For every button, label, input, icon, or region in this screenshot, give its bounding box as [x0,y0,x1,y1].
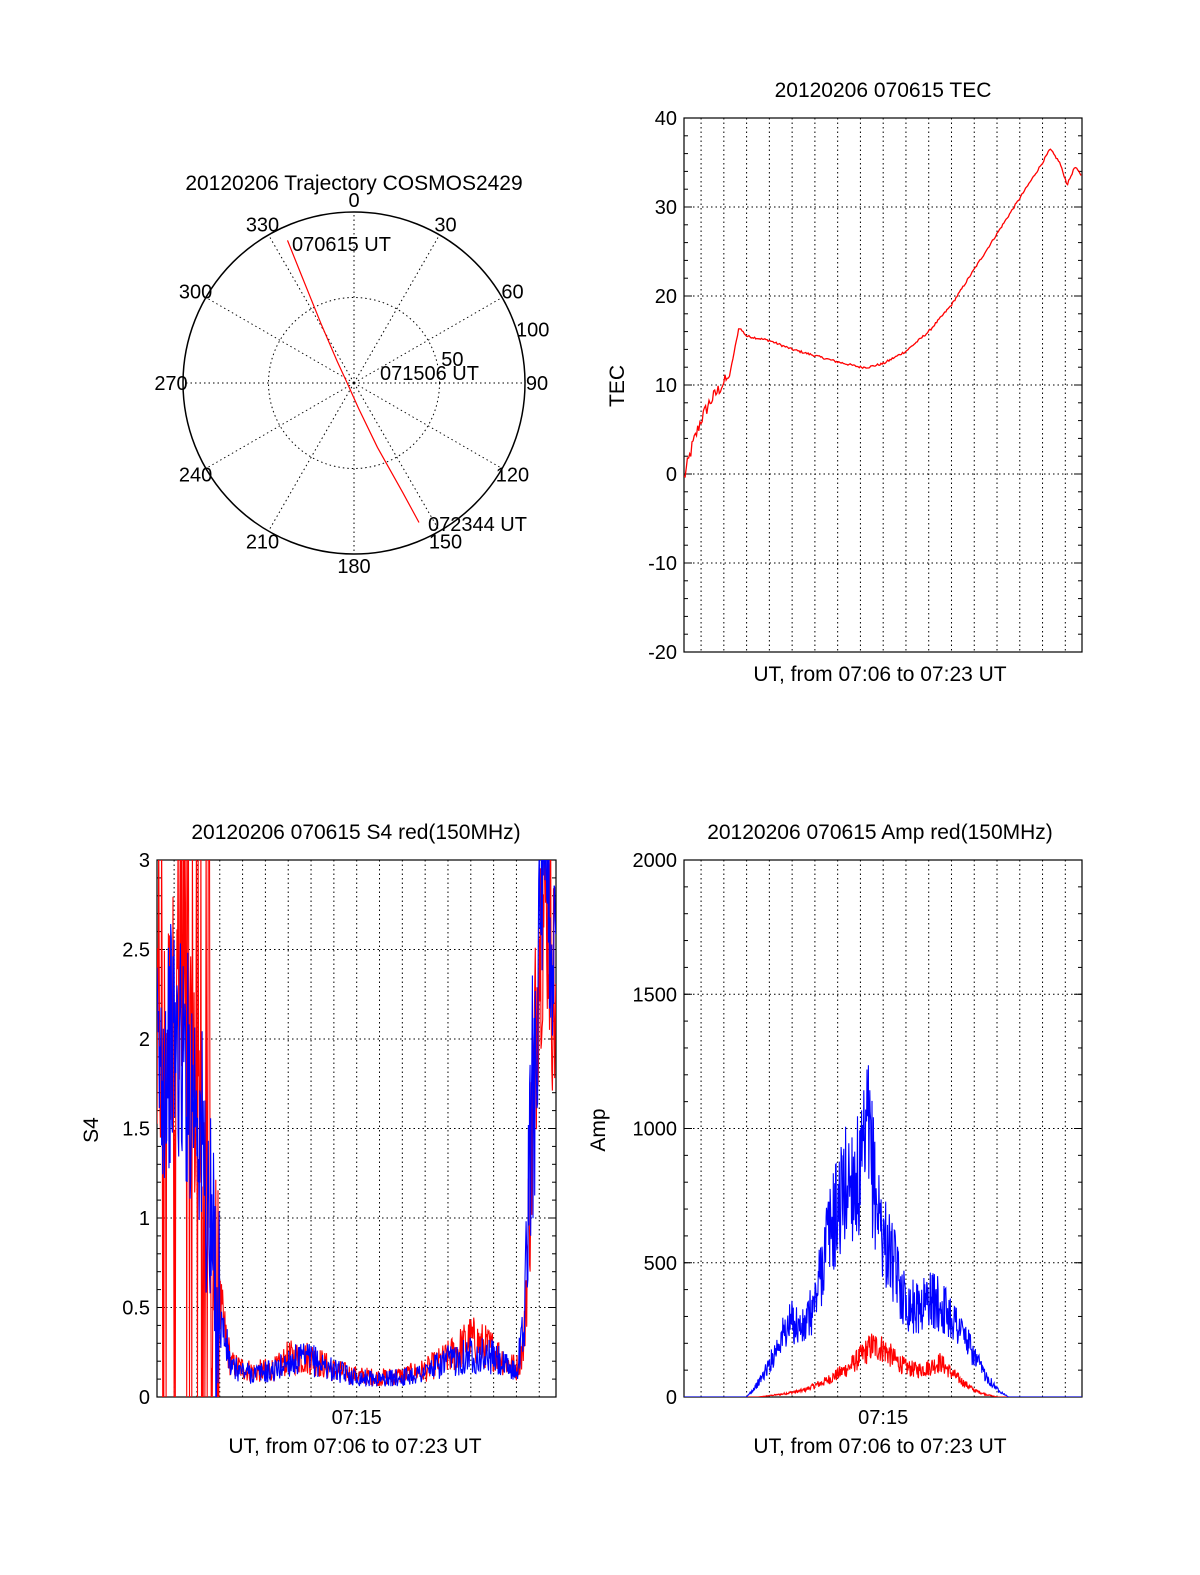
y-tick-label: 2 [139,1029,150,1051]
y-tick-label: 2.5 [122,940,150,962]
plot-frame [156,859,557,1398]
tec-x-axis-label: UT, from 07:06 to 07:23 UT [753,663,1006,686]
polar-angle-label: 240 [179,465,212,487]
y-tick-label: 30 [655,197,677,219]
series-line [684,148,1082,478]
s4-x-axis-label: UT, from 07:06 to 07:23 UT [228,1435,481,1458]
tec-chart-title: 20120206 070615 TEC [775,79,992,102]
polar-spoke [268,234,355,384]
y-tick-label: 1000 [633,1119,678,1141]
tec-y-axis-label: TEC [606,365,629,407]
polar-angle-label: 120 [496,465,529,487]
start-time-label: 070615 UT [292,234,391,256]
polar-spoke [205,382,355,469]
mid-time-label: 071506 UT [380,363,479,385]
end-time-label: 072344 UT [428,514,527,536]
series-line [684,1333,1082,1397]
s4-y-axis-label: S4 [80,1117,103,1143]
s4-chart: 20120206 070615 S4 red(150MHz) 0 0.5 1 1.5 2… [80,821,557,1458]
polar-angle-label: 180 [337,556,370,578]
polar-spoke [268,382,355,532]
series-line [157,860,556,1397]
polar-angle-label: 330 [246,215,279,237]
y-tick-label: 2000 [633,850,678,872]
plot-frame [683,117,1083,653]
series-group [684,148,1082,478]
y-tick-label: 0 [666,464,677,486]
trajectory-line [286,240,420,523]
polar-radius-label: 50 [441,349,463,371]
tec-chart: 20120206 070615 TEC -20 -10 0 10 20 30 40 UT, … [606,79,1083,686]
polar-angle-label: 60 [501,282,523,304]
y-tick-label: 0.5 [122,1298,150,1320]
series-group [157,860,556,1397]
y-tick-label: 0 [139,1387,150,1409]
y-tick-label: 20 [655,286,677,308]
polar-spoke [353,382,440,532]
polar-angle-label: 210 [246,531,279,553]
polar-angle-label: 0 [348,190,359,212]
polar-angle-label: 150 [429,531,462,553]
series-line [684,1065,1082,1397]
amp-x-axis-label: UT, from 07:06 to 07:23 UT [753,1435,1006,1458]
series-group [684,1065,1082,1397]
polar-radius-label: 100 [516,320,549,342]
polar-spoke [353,234,440,384]
polar-chart-title: 20120206 Trajectory COSMOS2429 [185,172,522,195]
y-tick-label: 40 [655,108,677,130]
y-tick-label: -20 [648,642,677,664]
y-tick-label: 3 [139,850,150,872]
s4-chart-title: 20120206 070615 S4 red(150MHz) [191,821,520,844]
y-tick-label: -10 [648,553,677,575]
y-tick-label: 0 [666,1387,677,1409]
polar-angle-label: 90 [526,373,548,395]
x-tick-label: 07:15 [332,1407,382,1429]
polar-angle-label: 270 [154,373,187,395]
polar-angle-label: 300 [179,282,212,304]
polar-outer-circle [182,211,526,555]
y-tick-label: 1 [139,1208,150,1230]
plot-frame [683,859,1083,1398]
amp-chart-title: 20120206 070615 Amp red(150MHz) [707,821,1053,844]
polar-spoke [353,382,503,469]
amp-y-axis-label: Amp [587,1108,610,1151]
y-tick-label: 1.5 [122,1119,150,1141]
polar-spoke [205,297,355,384]
y-tick-label: 500 [644,1253,677,1275]
polar-trajectory-chart: 20120206 Trajectory COSMOS2429 0 30 60 90 12… [154,172,549,578]
x-tick-label: 07:15 [858,1407,908,1429]
polar-spoke [353,297,503,384]
y-tick-label: 1500 [633,984,678,1006]
y-tick-label: 10 [655,375,677,397]
polar-angle-label: 30 [434,215,456,237]
amp-chart: 20120206 070615 Amp red(150MHz) 0 500 1000… [587,821,1083,1458]
